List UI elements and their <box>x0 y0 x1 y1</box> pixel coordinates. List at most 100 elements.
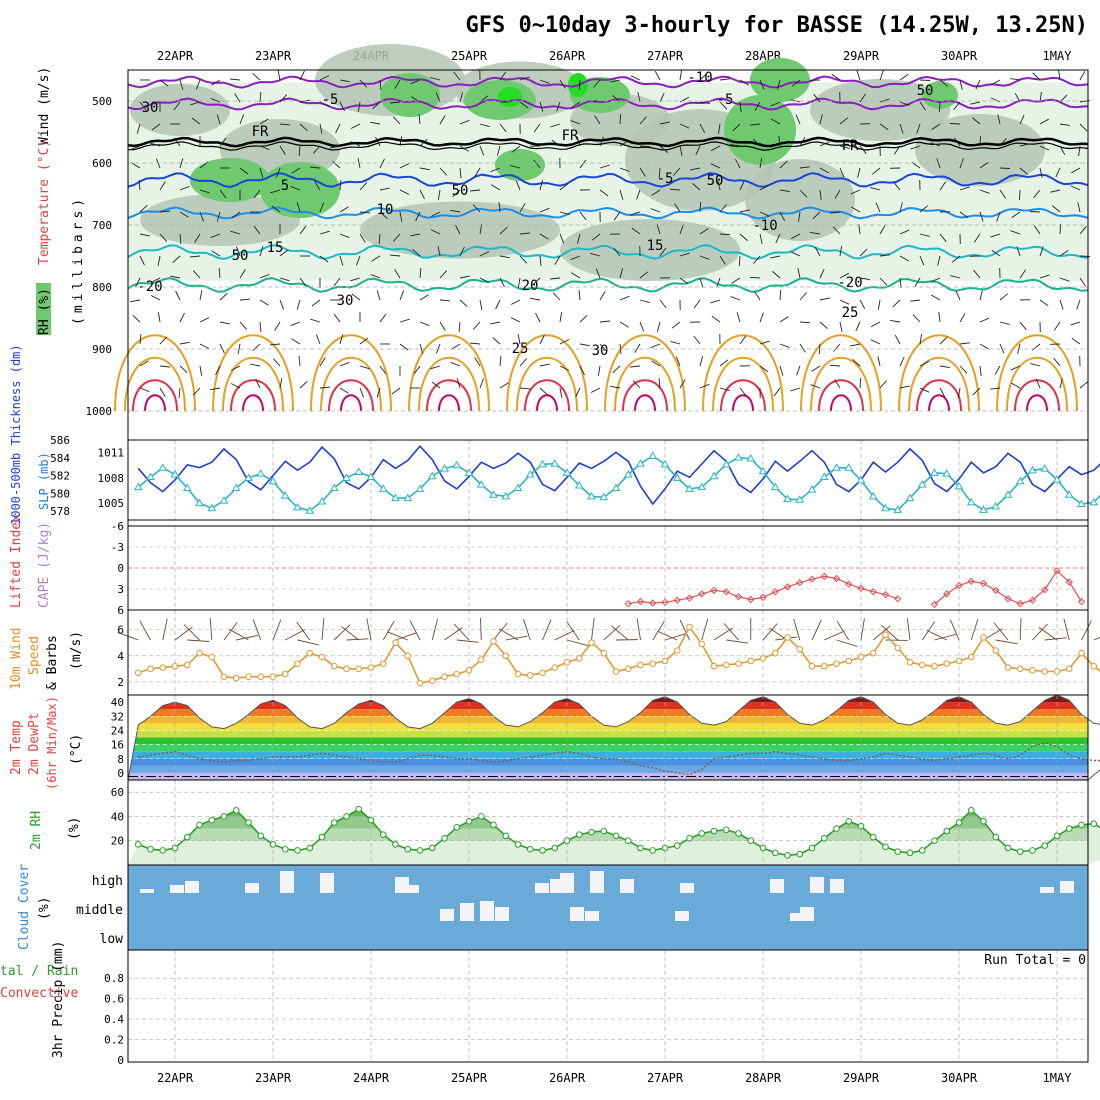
wind-barb <box>359 337 369 345</box>
wind-barb <box>749 276 761 279</box>
wind10m-barb <box>657 630 678 641</box>
wind-barb <box>519 232 530 235</box>
wind-barb <box>172 255 181 264</box>
wind-barb <box>179 233 182 245</box>
wind10m-point <box>208 653 216 661</box>
wind-barb <box>997 114 1001 125</box>
wind-barb <box>759 184 770 191</box>
slp-point <box>930 468 939 476</box>
wind-barb <box>539 387 548 396</box>
slp-point <box>1028 465 1037 474</box>
wind-barb <box>999 321 1010 325</box>
wind-barb <box>499 382 509 389</box>
wind-barb <box>378 233 381 245</box>
wind-barb <box>730 296 741 301</box>
wind-barb <box>450 361 461 367</box>
slp-point <box>672 473 682 481</box>
wind-barb <box>279 249 289 257</box>
wind-barb <box>699 72 708 81</box>
slp-point <box>770 482 780 491</box>
wind-barb <box>539 255 542 266</box>
wind-barb <box>279 94 288 103</box>
wind-barb <box>439 144 450 147</box>
wind-barb <box>775 233 781 244</box>
wind-barb <box>930 142 941 147</box>
wind-barb <box>599 189 609 197</box>
wind10m-point <box>649 660 657 667</box>
wind-barb <box>954 137 961 147</box>
wind-barb <box>239 114 245 125</box>
pressure-tick: 1000 <box>86 405 113 418</box>
wind10m-barb <box>591 618 595 641</box>
wind-barb <box>178 387 181 398</box>
wind-barb <box>359 387 365 398</box>
wind-barb <box>834 379 841 389</box>
wind-barb <box>459 299 468 308</box>
wind-barb <box>1076 299 1081 310</box>
rh2m-point <box>465 817 473 825</box>
rh2m-point <box>257 832 265 840</box>
wind-barb <box>219 343 225 354</box>
wind-barb <box>979 290 983 301</box>
wind-barb <box>851 206 861 213</box>
lifted-index-label: Lifted Index <box>9 514 24 608</box>
wind-barb <box>879 98 890 103</box>
wind-barb <box>770 101 781 107</box>
wind-barb <box>319 255 329 263</box>
contour-label: 15 <box>647 238 664 254</box>
wind-barb <box>910 145 921 150</box>
wind-barb <box>179 341 190 345</box>
slp-point <box>599 492 609 501</box>
wind-barb <box>739 233 748 241</box>
wind10m-point <box>637 661 644 669</box>
rh2m-point <box>355 805 363 813</box>
wind-barb <box>753 255 761 264</box>
rh2m-point <box>710 827 718 835</box>
wind-barb <box>271 205 281 213</box>
cloud-background <box>128 865 1088 950</box>
rh2m-point <box>673 842 681 849</box>
wind-barb <box>319 101 330 107</box>
wind-barb <box>275 167 281 178</box>
wind-barb <box>759 79 765 90</box>
wind10m-barb <box>723 623 739 641</box>
rh2m-point <box>208 816 216 824</box>
wind10m-point <box>257 673 265 680</box>
contour-label: 30 <box>592 343 609 359</box>
rh2m-point <box>134 841 142 848</box>
wind10m-label-b: Speed <box>27 636 42 675</box>
wind10m-point <box>404 652 412 660</box>
wind-barb <box>939 181 947 191</box>
wind-barb <box>597 365 601 376</box>
wind10m-barb <box>341 626 360 641</box>
wind-barb <box>819 268 825 279</box>
slp-point <box>513 483 523 491</box>
wind10m-point <box>134 669 142 677</box>
pressure-tick: 800 <box>92 281 112 294</box>
cloud-high-bar <box>680 883 694 893</box>
wind-barb <box>359 211 371 214</box>
wind-barb <box>875 202 881 213</box>
wind-barb <box>699 228 709 235</box>
wind10m-barb <box>297 639 320 646</box>
wind-barb <box>359 365 370 370</box>
wind-barb <box>179 185 190 191</box>
boundary-layer-isotherm <box>536 394 558 412</box>
wind10m-barb <box>382 620 395 641</box>
wind-barb <box>699 255 710 260</box>
wind10m-barb <box>603 624 621 641</box>
rh2m-point <box>943 827 951 835</box>
wind-barb <box>418 114 421 125</box>
wind-barb <box>619 268 624 279</box>
wind10m-label-a: 10m Wind <box>9 627 24 690</box>
wind-barb <box>192 387 201 396</box>
wind10m-point <box>343 665 350 673</box>
wind-barb <box>819 189 822 200</box>
wind-barb <box>131 162 141 169</box>
wind-barb <box>199 343 210 349</box>
wind-barb <box>430 365 441 370</box>
cloud-high-bar <box>810 877 824 893</box>
slp-point <box>1040 464 1050 472</box>
isotherm-5 <box>127 172 1089 189</box>
wind-barb <box>670 340 681 345</box>
